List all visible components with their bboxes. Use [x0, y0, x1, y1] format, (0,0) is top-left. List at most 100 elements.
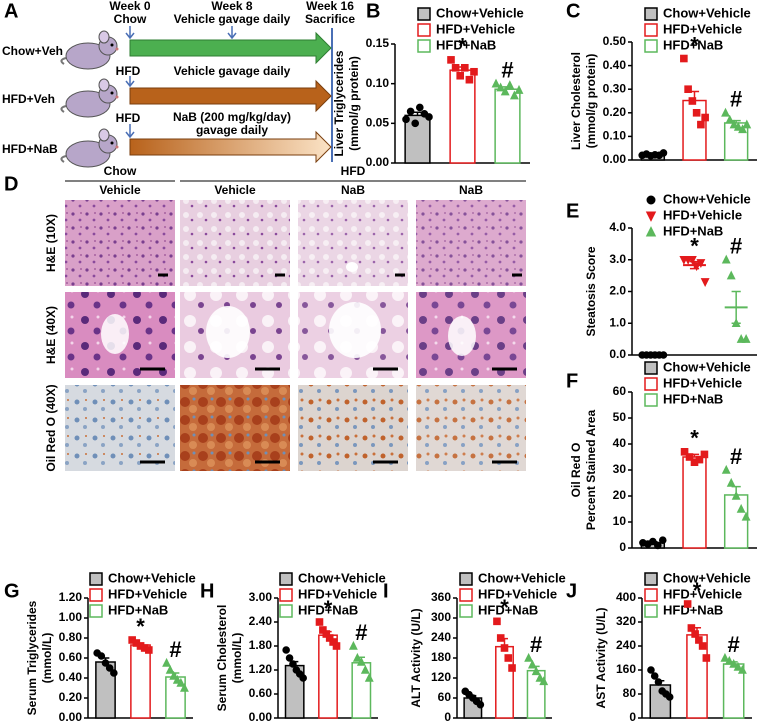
point — [659, 351, 668, 359]
scale-bar — [140, 273, 522, 464]
legend-label: Chow+Vehicle — [298, 570, 386, 585]
legend-swatch — [279, 588, 293, 602]
y-tick-label: 0.40 — [59, 670, 83, 684]
y-tick-label: 0.00 — [249, 710, 273, 724]
point — [726, 270, 736, 280]
point — [145, 646, 153, 654]
column-header: NaB — [341, 183, 365, 197]
point — [684, 85, 692, 94]
point — [460, 64, 469, 72]
point — [348, 640, 358, 650]
point — [97, 652, 106, 660]
treatment: Vehicle gavage daily — [174, 12, 291, 26]
significance-mark: * — [500, 595, 509, 620]
y-tick-label: 0.20 — [603, 105, 627, 119]
timeline-arrow — [129, 79, 332, 113]
legend-swatch — [644, 377, 658, 391]
timepoint: Week 16 — [306, 0, 354, 13]
point — [742, 119, 752, 129]
y-tick-label: 0.50 — [603, 34, 627, 48]
y-tick-label: 3.0 — [609, 252, 626, 266]
point — [741, 511, 751, 521]
y-tick-label: 160 — [616, 662, 636, 676]
panel-label: J — [566, 580, 577, 602]
point — [721, 464, 731, 474]
point — [725, 114, 735, 124]
significance-mark: * — [324, 596, 333, 621]
significance-mark: # — [730, 444, 742, 469]
point — [702, 654, 711, 662]
error-bar — [731, 119, 741, 123]
y-tick-label: 20 — [613, 488, 627, 502]
significance-mark: * — [690, 32, 699, 57]
column-header: Vehicle — [214, 183, 256, 197]
y-tick-label: 1.80 — [249, 638, 273, 652]
legend-label: HFD+NaB — [108, 602, 168, 617]
point — [659, 149, 668, 157]
point — [665, 693, 674, 701]
legend-swatch — [644, 23, 658, 37]
point — [696, 259, 706, 269]
legend-label: HFD+Vehicle — [663, 21, 742, 36]
legend-label: Chow+Vehicle — [478, 570, 566, 585]
significance-mark: * — [693, 578, 702, 603]
point — [402, 115, 410, 124]
vessel — [346, 262, 358, 272]
y-axis-title: Liver Cholesterol — [569, 52, 583, 150]
vessel — [329, 302, 381, 358]
point — [456, 71, 465, 80]
micrograph — [65, 385, 175, 471]
y-tick-label: 0.40 — [603, 58, 627, 72]
point — [415, 103, 424, 112]
point — [650, 672, 659, 680]
legend-swatch — [644, 588, 658, 602]
point — [514, 84, 524, 94]
point — [110, 669, 118, 677]
point — [733, 121, 743, 131]
point — [315, 618, 324, 626]
column-header: NaB — [459, 183, 483, 197]
y-tick-label: 0.80 — [59, 630, 83, 644]
point — [698, 642, 707, 650]
point — [701, 113, 709, 122]
point — [470, 67, 478, 76]
bar — [723, 494, 749, 549]
treatment: gavage daily — [196, 123, 268, 137]
y-tick-label: 80 — [623, 686, 637, 700]
micrograph — [416, 385, 526, 471]
panel-label: H — [200, 580, 214, 602]
point — [731, 490, 741, 500]
y-axis-title: ALT Activity (U/L) — [409, 608, 423, 707]
time-arrow — [125, 26, 237, 40]
treatment: NaB (200 mg/kg/day) — [173, 110, 291, 124]
point — [500, 644, 509, 652]
point — [729, 658, 739, 668]
legend-marker — [645, 211, 657, 222]
panel-label: G — [4, 580, 20, 602]
point — [741, 334, 751, 343]
legend-swatch — [644, 572, 658, 586]
significance-mark: # — [501, 57, 513, 82]
y-axis-title: (mmol/g protein) — [347, 56, 361, 151]
point — [692, 109, 701, 117]
timepoint: Week 0 — [109, 0, 150, 13]
timepoint: Week 8 — [211, 0, 252, 13]
bar — [130, 644, 151, 719]
diet: HFD — [116, 111, 141, 125]
panel-label: E — [566, 200, 579, 222]
y-tick-label: 0.00 — [366, 155, 390, 169]
y-tick-label: 240 — [616, 638, 636, 652]
y-tick-label: 60 — [613, 384, 627, 398]
y-axis-title: Percent Stained Area — [584, 410, 598, 531]
y-tick-label: 1.0 — [609, 315, 626, 329]
column-header: Vehicle — [99, 183, 141, 197]
point — [736, 503, 746, 513]
y-tick-label: 0 — [619, 540, 626, 554]
row-header: H&E (10X) — [44, 214, 58, 272]
point — [504, 654, 513, 662]
micrograph — [180, 200, 290, 286]
point — [527, 659, 537, 669]
y-tick-label: 180 — [431, 650, 451, 664]
panel-label: C — [566, 0, 580, 22]
